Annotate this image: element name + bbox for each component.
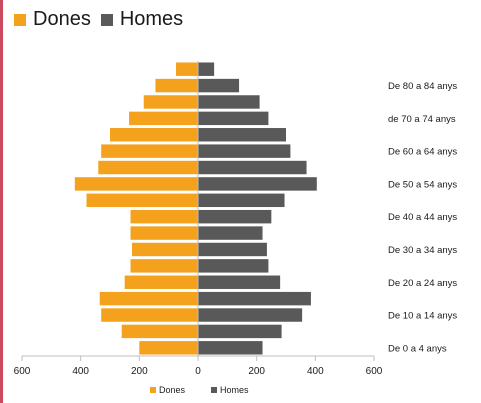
bar-homes-13: [198, 128, 286, 142]
legend-swatch-dones: [14, 13, 26, 26]
bar-dones-15: [143, 95, 198, 109]
bar-homes-2: [198, 308, 303, 322]
x-tick-label-4: 200: [248, 366, 265, 377]
bar-homes-4: [198, 275, 281, 289]
category-label-10: De 50 a 54 anys: [388, 179, 457, 190]
bar-dones-3: [99, 291, 198, 306]
bar-dones-4: [124, 275, 198, 289]
category-label-0: De 0 a 4 anys: [388, 343, 447, 354]
legend-item-dones: Dones: [14, 8, 91, 31]
bar-dones-16: [155, 78, 198, 93]
bottom-legend-swatch-homes: [211, 387, 217, 393]
bar-homes-11: [198, 160, 307, 175]
x-tick-label-3: 0: [195, 366, 201, 377]
legend-label-homes: Homes: [119, 8, 184, 30]
bar-homes-14: [198, 111, 269, 126]
x-tick-label-6: 600: [366, 366, 383, 377]
bar-homes-10: [198, 177, 317, 191]
category-label-12: De 60 a 64 anys: [388, 147, 457, 158]
x-tick-label-2: 200: [131, 366, 148, 377]
bar-homes-3: [198, 291, 311, 306]
bar-homes-15: [198, 95, 260, 109]
bar-homes-17: [198, 62, 215, 76]
bar-homes-7: [198, 226, 263, 240]
bar-homes-1: [198, 324, 282, 339]
top-legend: Dones Homes: [14, 8, 193, 31]
bar-dones-5: [130, 259, 198, 273]
bar-homes-6: [198, 242, 267, 257]
category-label-6: De 30 a 34 anys: [388, 245, 457, 256]
bar-dones-14: [129, 111, 198, 126]
bar-homes-0: [198, 341, 263, 355]
bar-dones-17: [176, 62, 198, 76]
bar-dones-9: [86, 193, 198, 208]
bottom-legend-label-dones: Dones: [159, 385, 186, 395]
x-tick-label-5: 400: [307, 366, 324, 377]
bar-dones-0: [139, 341, 198, 355]
legend-item-homes: Homes: [100, 8, 184, 31]
bar-homes-8: [198, 209, 272, 224]
bar-dones-7: [130, 226, 198, 240]
x-tick-label-1: 400: [72, 366, 89, 377]
category-label-2: De 10 a 14 anys: [388, 311, 457, 322]
category-label-14: de 70 a 74 anys: [388, 114, 456, 125]
bar-dones-1: [121, 324, 198, 339]
bar-dones-10: [74, 177, 198, 191]
legend-swatch-homes: [100, 13, 113, 26]
bar-homes-16: [198, 78, 240, 93]
x-tick-label-0: 600: [14, 366, 31, 377]
bar-dones-6: [132, 242, 198, 257]
bar-dones-2: [101, 308, 198, 322]
bottom-legend-swatch-dones: [150, 387, 156, 393]
bottom-legend-label-homes: Homes: [220, 385, 249, 395]
category-label-4: De 20 a 24 anys: [388, 278, 457, 289]
bar-homes-9: [198, 193, 285, 208]
bar-dones-11: [98, 160, 198, 175]
category-label-16: De 80 a 84 anys: [388, 81, 457, 92]
bar-homes-12: [198, 144, 291, 158]
category-label-8: De 40 a 44 anys: [388, 212, 457, 223]
legend-label-dones: Dones: [33, 8, 91, 30]
bar-dones-13: [110, 128, 198, 142]
bar-dones-12: [101, 144, 198, 158]
bar-dones-8: [130, 209, 198, 224]
bar-homes-5: [198, 259, 269, 273]
